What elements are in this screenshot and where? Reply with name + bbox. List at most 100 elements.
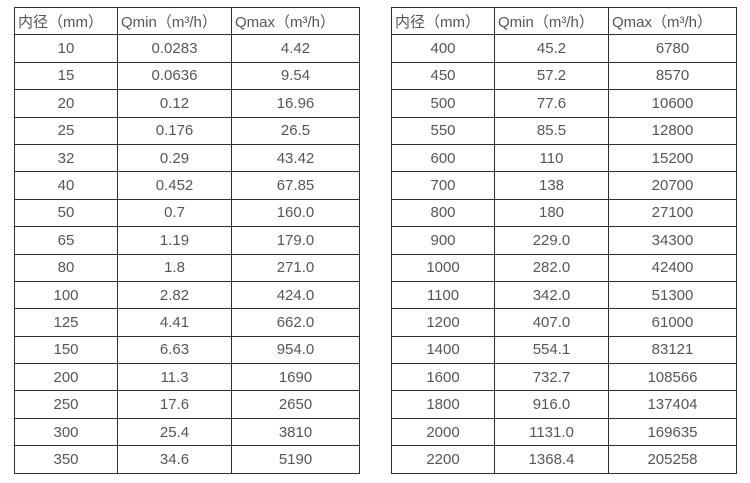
table-cell: 20 [14,89,118,118]
table-row: 50 0.7 160.0 [14,198,360,228]
table-cell: 0.7 [117,198,232,228]
table-cell: 8570 [608,61,737,91]
table-cell: 25.4 [117,417,232,447]
table-cell: 954.0 [231,335,360,365]
table-body: 400 45.2 6780 450 57.2 8570 500 77.6 10600 550 85.… [391,34,737,474]
table-cell: 200 [14,363,118,392]
table-cell: 15 [14,61,118,91]
table-cell: 2.82 [117,280,232,310]
table-cell: 34.6 [117,445,232,474]
table-cell: 6780 [608,34,737,63]
table-cell: 1100 [391,280,495,310]
table-row: 80 1.8 271.0 [14,253,360,282]
table-cell: 67.85 [231,171,360,200]
table-cell: 169635 [608,417,737,447]
table-cell: 1400 [391,335,495,365]
table-cell: 50 [14,198,118,228]
table-cell: 700 [391,171,495,200]
table-cell: 800 [391,198,495,228]
table-cell: 11.3 [117,363,232,392]
table-cell: 34300 [608,226,737,255]
table-cell: 2000 [391,417,495,447]
table-row: 300 25.4 3810 [14,417,360,447]
table-cell: 1.8 [117,253,232,282]
table-row: 800 180 27100 [391,198,737,228]
table-cell: 1600 [391,363,495,392]
table-row: 25 0.176 26.5 [14,116,360,145]
table-row: 150 6.63 954.0 [14,335,360,365]
flow-spec-table-small-diameters: 内径（mm） Qmin（m³/h） Qmax（m³/h） 10 0.0283 4.4… [14,6,360,474]
table-cell: 40 [14,171,118,200]
table-cell: 1131.0 [494,417,609,447]
table-row: 400 45.2 6780 [391,34,737,63]
table-cell: 179.0 [231,226,360,255]
table-row: 2200 1368.4 205258 [391,445,737,474]
table-row: 40 0.452 67.85 [14,171,360,200]
table-cell: 160.0 [231,198,360,228]
table-cell: 61000 [608,308,737,337]
table-row: 1000 282.0 42400 [391,253,737,282]
table-cell: 500 [391,89,495,118]
table-cell: 662.0 [231,308,360,337]
table-cell: 342.0 [494,280,609,310]
table-row: 2000 1131.0 169635 [391,417,737,447]
table-cell: 6.63 [117,335,232,365]
table-cell: 0.12 [117,89,232,118]
table-cell: 0.0283 [117,34,232,63]
table-cell: 110 [494,143,609,173]
table-row: 700 138 20700 [391,171,737,200]
table-cell: 600 [391,143,495,173]
table-cell: 4.42 [231,34,360,63]
table-cell: 180 [494,198,609,228]
table-cell: 150 [14,335,118,365]
table-cell: 10 [14,34,118,63]
table-cell: 350 [14,445,118,474]
table-row: 1200 407.0 61000 [391,308,737,337]
table-cell: 0.0636 [117,61,232,91]
table-cell: 407.0 [494,308,609,337]
table-row: 350 34.6 5190 [14,445,360,474]
table-cell: 16.96 [231,89,360,118]
col-header-qmax: Qmax（m³/h） [608,6,737,36]
table-row: 1800 916.0 137404 [391,390,737,419]
table-cell: 5190 [231,445,360,474]
table-cell: 900 [391,226,495,255]
table-cell: 43.42 [231,143,360,173]
table-cell: 0.29 [117,143,232,173]
table-row: 100 2.82 424.0 [14,280,360,310]
header-row: 内径（mm） Qmin（m³/h） Qmax（m³/h） [391,6,737,36]
table-cell: 1200 [391,308,495,337]
table-cell: 1800 [391,390,495,419]
table-cell: 2200 [391,445,495,474]
table-cell: 27100 [608,198,737,228]
table-cell: 424.0 [231,280,360,310]
table-cell: 1690 [231,363,360,392]
col-header-qmax: Qmax（m³/h） [231,6,360,36]
table-cell: 10600 [608,89,737,118]
table-row: 200 11.3 1690 [14,363,360,392]
table-cell: 0.176 [117,116,232,145]
table-cell: 400 [391,34,495,63]
table-cell: 205258 [608,445,737,474]
table-cell: 45.2 [494,34,609,63]
table-cell: 137404 [608,390,737,419]
table-body: 10 0.0283 4.42 15 0.0636 9.54 20 0.12 16.96 25 0.1… [14,34,360,474]
table-cell: 250 [14,390,118,419]
table-row: 1100 342.0 51300 [391,280,737,310]
table-cell: 229.0 [494,226,609,255]
table-cell: 80 [14,253,118,282]
table-row: 550 85.5 12800 [391,116,737,145]
table-cell: 25 [14,116,118,145]
col-header-inner-diameter: 内径（mm） [14,6,118,36]
table-cell: 26.5 [231,116,360,145]
table-row: 32 0.29 43.42 [14,143,360,173]
table-row: 1400 554.1 83121 [391,335,737,365]
table-cell: 3810 [231,417,360,447]
table-cell: 12800 [608,116,737,145]
table-cell: 125 [14,308,118,337]
table-cell: 2650 [231,390,360,419]
table-cell: 1368.4 [494,445,609,474]
table-row: 450 57.2 8570 [391,61,737,91]
flow-spec-table-large-diameters: 内径（mm） Qmin（m³/h） Qmax（m³/h） 400 45.2 6780… [391,6,737,474]
table-row: 500 77.6 10600 [391,89,737,118]
